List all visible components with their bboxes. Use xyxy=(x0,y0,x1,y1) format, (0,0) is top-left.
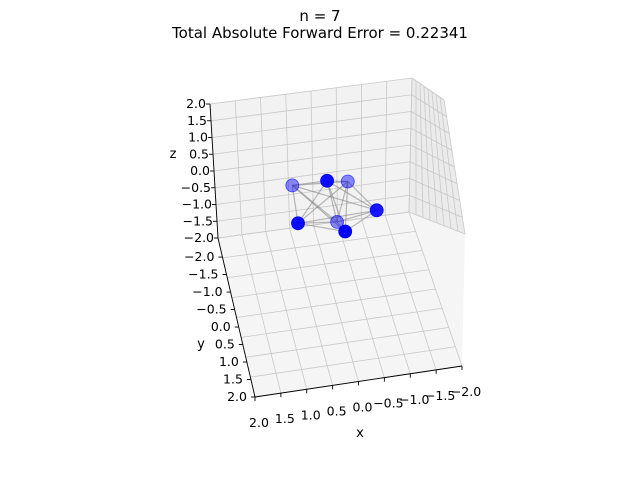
data-point xyxy=(285,178,300,193)
z-tick-label: −1.5 xyxy=(183,213,213,228)
axes-lines xyxy=(206,103,463,401)
z-tick-label: −1.0 xyxy=(182,197,212,212)
data-point xyxy=(330,214,345,229)
data-points xyxy=(285,173,384,239)
y-axis-label: y xyxy=(197,337,205,352)
x-axis-label: x xyxy=(356,426,364,441)
y-tick-label: 0.5 xyxy=(215,337,235,352)
edge-line xyxy=(326,180,346,232)
edge-line xyxy=(344,181,349,232)
back-grid-line xyxy=(214,161,411,189)
side-grid-line xyxy=(431,91,445,226)
edge-line xyxy=(297,222,346,233)
edge-line xyxy=(297,181,349,224)
z-tick-label: 1.5 xyxy=(187,113,207,128)
floor-pane xyxy=(218,212,465,397)
y-tick-label: −2.0 xyxy=(184,249,214,264)
floor-grid-line xyxy=(236,288,436,318)
data-point xyxy=(338,224,353,239)
floor-grid-line xyxy=(408,211,463,367)
edge-line xyxy=(297,209,377,224)
edge-line xyxy=(326,180,338,223)
x-tick-label: 2.0 xyxy=(249,415,269,430)
side-grid-line xyxy=(439,97,459,232)
data-point xyxy=(340,174,355,189)
z-axis-label: z xyxy=(170,147,177,162)
x-tick-label: −2.0 xyxy=(451,384,481,399)
side-grid-line xyxy=(409,194,463,218)
floor-grid-line xyxy=(250,346,456,378)
side-grid-line xyxy=(409,161,458,185)
side-grid-line xyxy=(409,178,460,201)
y-axis-line xyxy=(217,237,256,398)
floor-grid-line xyxy=(336,221,385,378)
y-tick-label: 1.5 xyxy=(223,372,243,387)
back-grid-line xyxy=(216,194,410,222)
z-tick-label: −0.5 xyxy=(181,180,211,195)
side-grid-line xyxy=(443,99,466,235)
z-tick-label: 0.5 xyxy=(189,146,209,161)
floor-grid-line xyxy=(241,307,443,338)
edge-line xyxy=(336,181,349,223)
edge-line xyxy=(292,184,377,211)
y-tick-label: −1.5 xyxy=(188,267,218,282)
back-grid-line xyxy=(213,144,411,172)
floor-grid-line xyxy=(360,218,411,374)
y-tick-label: −0.5 xyxy=(196,302,226,317)
y-tick-label: 2.0 xyxy=(227,389,247,404)
x-tick-label: −1.5 xyxy=(425,388,455,403)
edge-line xyxy=(326,180,378,211)
side-grid-line xyxy=(410,144,455,168)
x-tick-label: 1.0 xyxy=(301,407,321,422)
x-tick-label: −1.0 xyxy=(399,392,429,407)
y-tick-label: −1.0 xyxy=(192,284,222,299)
y-tick-label: 1.0 xyxy=(219,354,239,369)
back-grid-line xyxy=(384,81,388,216)
axes-panes xyxy=(210,78,465,397)
side-grid-line xyxy=(408,211,466,235)
z-tick-label: −2.0 xyxy=(184,230,214,245)
x-tick-label: 0.0 xyxy=(353,400,373,415)
chart-title-line-2: Total Absolute Forward Error = 0.22341 xyxy=(171,24,468,42)
edge-line xyxy=(292,180,348,186)
side-grid-line xyxy=(435,94,452,229)
side-pane xyxy=(409,78,465,234)
axes-grid xyxy=(209,77,466,398)
y-tick-label: 0.0 xyxy=(211,319,231,334)
z-tick-label: 2.0 xyxy=(186,96,206,111)
z-tick-label: 1.0 xyxy=(188,130,208,145)
data-point xyxy=(320,173,335,188)
data-point xyxy=(369,203,384,218)
x-tick-label: 0.5 xyxy=(327,403,347,418)
floor-grid-line xyxy=(384,215,437,371)
chart-title-line-1: n = 7 xyxy=(299,7,340,25)
z-tick-label: 0.0 xyxy=(190,163,210,178)
x-tick-label: −0.5 xyxy=(373,396,403,411)
back-grid-line xyxy=(335,87,338,222)
tick-labels: 2.01.51.00.50.0−0.5−1.0−1.5−2.0−2.0−1.5−… xyxy=(181,96,482,430)
floor-grid-line xyxy=(245,327,449,358)
x-tick-label: 1.5 xyxy=(275,411,295,426)
edge-line xyxy=(291,184,346,232)
data-point xyxy=(291,216,305,231)
